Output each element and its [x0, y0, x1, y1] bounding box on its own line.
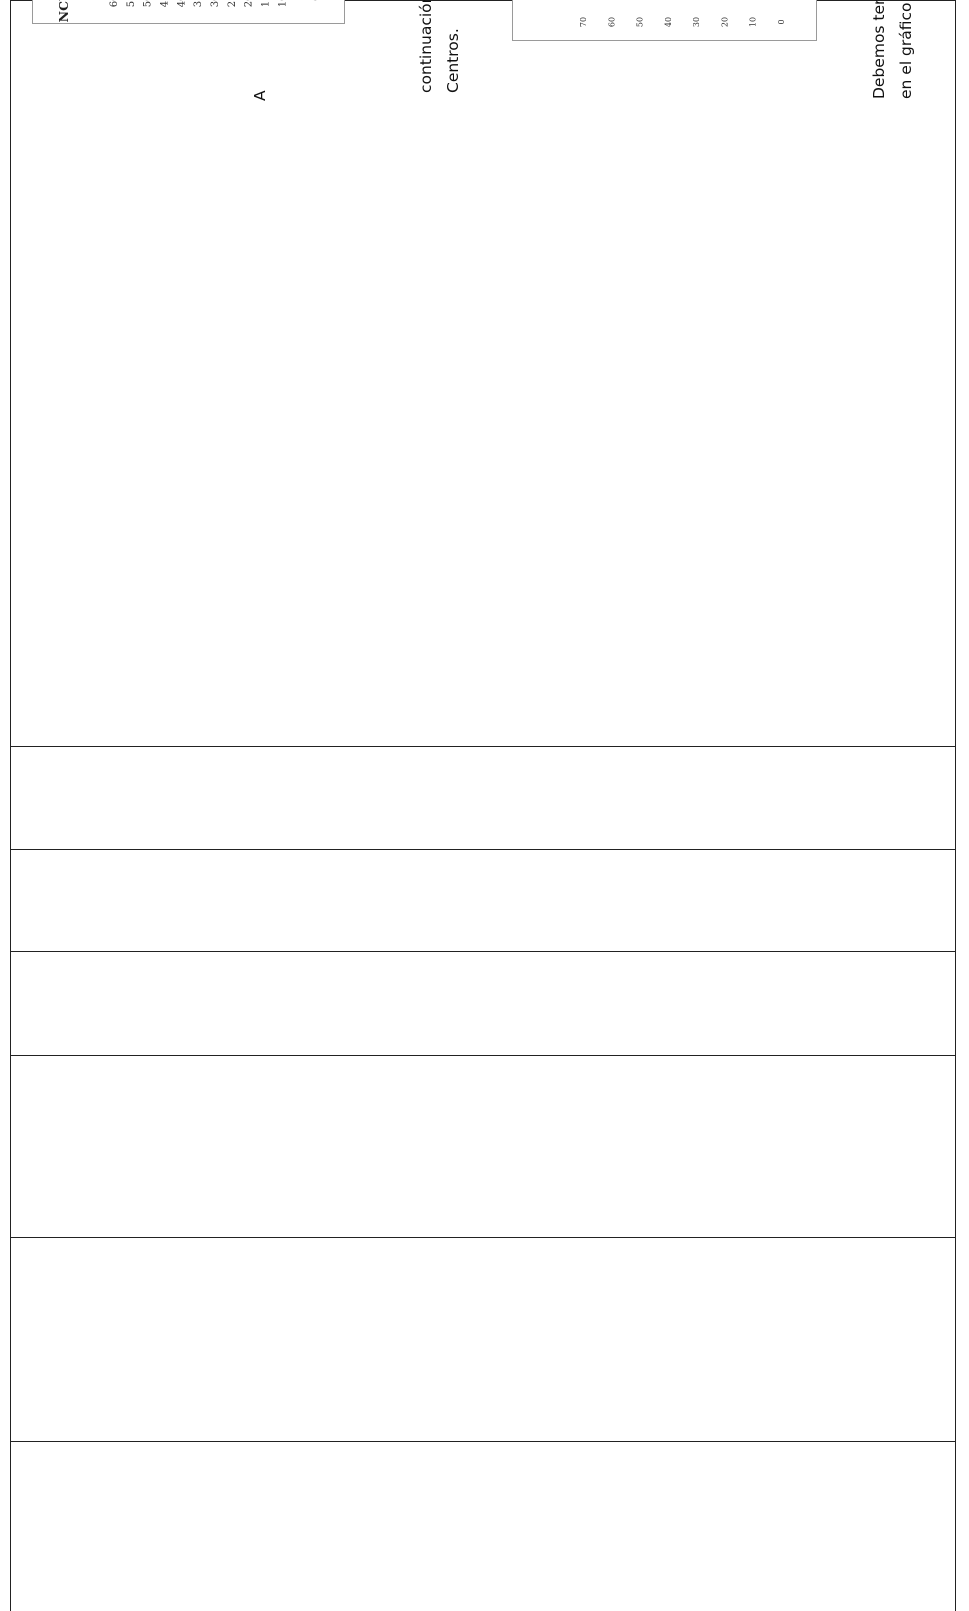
bar-y-tick: 20%	[244, 0, 255, 7]
bar-chart: EVOLUCIÓN TASA DE PARTICIPACIÓNENCUESTAS…	[32, 0, 345, 32]
bar-chart-svg: EVOLUCIÓN TASA DE PARTICIPACIÓNENCUESTAS…	[55, 0, 322, 32]
table-rule	[10, 0, 956, 1]
note-line: Debemos tener presente que la Facultad d…	[869, 0, 889, 99]
line-y-tick: 10	[749, 17, 758, 27]
line-chart-svg: EVOLUCIÓN TASA DE PARTICIPACIÓN ALUMNADO…	[579, 17, 786, 27]
line-y-tick: 20	[720, 17, 729, 27]
bar-y-tick: 25%	[227, 0, 238, 7]
intro-line: continuación presentamos la evolución de…	[416, 0, 436, 93]
table-rule	[10, 1441, 956, 1442]
table-frame	[10, 0, 956, 1611]
bar-y-tick: 15%	[261, 0, 272, 7]
bar-y-tick: 10%	[277, 0, 288, 7]
intro-line: Centros.	[444, 28, 462, 93]
marker-text: A	[251, 90, 269, 101]
line-y-tick: 60	[607, 17, 616, 27]
line-y-tick: 0	[777, 19, 786, 24]
table-rule	[10, 951, 956, 952]
line-y-tick: 40	[664, 17, 673, 27]
line-y-tick: 50	[636, 17, 645, 27]
bar-y-tick: 50%	[143, 0, 154, 7]
bar-y-tick: 30%	[210, 0, 221, 7]
bar-y-tick: 0%	[311, 0, 322, 1]
bar-y-tick: 45%	[160, 0, 171, 7]
table-rule	[10, 1237, 956, 1238]
line-chart: EVOLUCIÓN TASA DE PARTICIPACIÓN ALUMNADO…	[512, 0, 817, 41]
table-rule	[10, 746, 956, 747]
bar-y-tick: 35%	[193, 0, 204, 7]
table-rule	[10, 849, 956, 850]
bar-y-tick: 5%	[294, 0, 305, 1]
rotated-page: EVOLUCIÓN TASA DE PARTICIPACIÓNENCUESTAS…	[32, 0, 916, 101]
line-y-tick: 70	[579, 17, 588, 27]
bar-y-tick: 55%	[126, 0, 137, 7]
line-y-tick: 30	[692, 17, 701, 27]
table-rule	[10, 1055, 956, 1056]
bar-y-tick: 40%	[176, 0, 187, 7]
bar-chart-subtitle: ENCUESTAS DE SATISFACCIÓN DEL PROFESORAD…	[55, 0, 71, 23]
bar-y-tick: 60%	[109, 0, 120, 7]
note-line: en el gráfico de los Dobles Grados. Hay …	[896, 0, 916, 99]
